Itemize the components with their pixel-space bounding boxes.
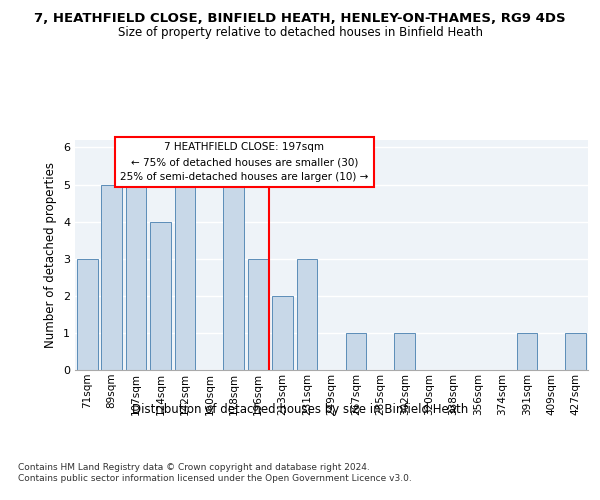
Bar bbox=[517, 333, 538, 370]
Bar bbox=[296, 258, 317, 370]
Bar bbox=[248, 258, 269, 370]
Text: Contains HM Land Registry data © Crown copyright and database right 2024.: Contains HM Land Registry data © Crown c… bbox=[18, 462, 370, 471]
Bar bbox=[565, 333, 586, 370]
Y-axis label: Number of detached properties: Number of detached properties bbox=[44, 162, 58, 348]
Text: Contains public sector information licensed under the Open Government Licence v3: Contains public sector information licen… bbox=[18, 474, 412, 483]
Bar bbox=[272, 296, 293, 370]
Bar bbox=[150, 222, 171, 370]
Bar bbox=[77, 258, 98, 370]
Text: Size of property relative to detached houses in Binfield Heath: Size of property relative to detached ho… bbox=[118, 26, 482, 39]
Bar bbox=[394, 333, 415, 370]
Text: Distribution of detached houses by size in Binfield Heath: Distribution of detached houses by size … bbox=[132, 402, 468, 415]
Text: 7 HEATHFIELD CLOSE: 197sqm
← 75% of detached houses are smaller (30)
25% of semi: 7 HEATHFIELD CLOSE: 197sqm ← 75% of deta… bbox=[120, 142, 368, 182]
Bar bbox=[346, 333, 367, 370]
Text: 7, HEATHFIELD CLOSE, BINFIELD HEATH, HENLEY-ON-THAMES, RG9 4DS: 7, HEATHFIELD CLOSE, BINFIELD HEATH, HEN… bbox=[34, 12, 566, 26]
Bar bbox=[175, 184, 196, 370]
Bar bbox=[101, 184, 122, 370]
Bar bbox=[223, 184, 244, 370]
Bar bbox=[125, 184, 146, 370]
